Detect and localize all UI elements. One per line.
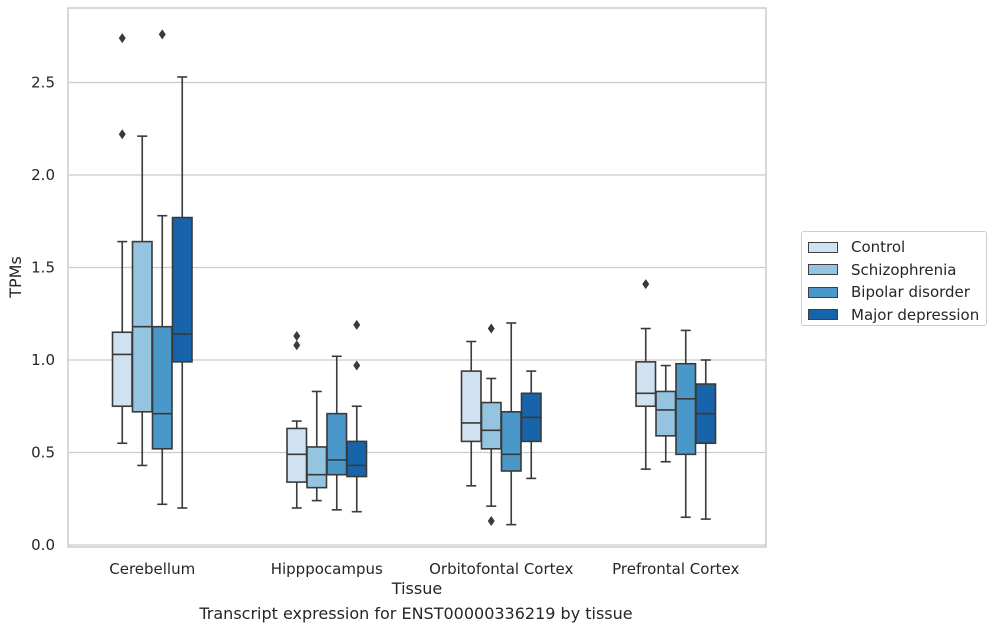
x-tick-label: Orbitofontal Cortex: [429, 560, 573, 578]
y-tick-label: 0.0: [31, 536, 55, 554]
box-iqr: [635, 361, 657, 408]
box-major-depression: [171, 76, 193, 509]
box-schizophrenia: [480, 323, 502, 526]
outlier-point: [487, 515, 495, 526]
y-tick-label: 2.5: [31, 74, 55, 92]
box-bipolar-disorder: [151, 29, 173, 506]
box-schizophrenia: [306, 390, 328, 502]
box-schizophrenia: [655, 364, 677, 463]
box-iqr: [655, 390, 677, 437]
y-tick-label: 1.5: [31, 259, 55, 277]
box-bipolar-disorder: [500, 322, 522, 526]
outlier-point: [353, 319, 361, 330]
outlier-point: [118, 129, 126, 140]
y-axis-title: TPMs: [6, 256, 25, 299]
box-iqr: [306, 446, 328, 489]
legend-label-major-depression: Major depression: [851, 305, 980, 324]
legend-label-bipolar-disorder: Bipolar disorder: [851, 283, 970, 302]
x-axis-ticks: Cerebellum Hipppocampus Orbitofontal Corte…: [109, 560, 739, 578]
box-major-depression: [346, 319, 368, 513]
outlier-point: [642, 279, 650, 290]
outlier-point: [118, 33, 126, 44]
outlier-point: [293, 330, 301, 341]
figure-caption: Transcript expression for ENST0000033621…: [199, 604, 633, 623]
legend-swatch-major-depression: [808, 309, 838, 321]
box-iqr: [326, 412, 348, 476]
box-control: [111, 33, 133, 445]
y-tick-label: 0.5: [31, 444, 55, 462]
legend-item-major-depression: Major depression: [808, 304, 986, 327]
box-major-depression: [520, 370, 542, 480]
box-major-depression: [695, 359, 717, 520]
legend-swatch-bipolar-disorder: [808, 286, 838, 298]
y-tick-label: 1.0: [31, 351, 55, 369]
plot-frame: [67, 7, 767, 548]
x-tick-label: Prefrontal Cortex: [612, 560, 739, 578]
box-iqr: [500, 410, 522, 472]
x-tick-label: Cerebellum: [109, 560, 195, 578]
legend-item-schizophrenia: Schizophrenia: [808, 259, 986, 282]
box-schizophrenia: [131, 135, 153, 467]
legend-swatch-schizophrenia: [808, 264, 838, 276]
box-iqr: [346, 440, 368, 478]
legend-label-control: Control: [851, 238, 906, 257]
x-tick-label: Hipppocampus: [271, 560, 383, 578]
y-axis-ticks: 0.0 0.5 1.0 1.5 2.0 2.5: [31, 74, 55, 555]
outlier-point: [158, 29, 166, 40]
box-control: [460, 340, 482, 487]
legend: Control Schizophrenia Bipolar disorder M…: [801, 231, 987, 326]
box-iqr: [480, 401, 502, 450]
box-bipolar-disorder: [326, 355, 348, 511]
box-iqr: [151, 325, 173, 450]
legend-swatch-control: [808, 241, 838, 253]
box-iqr: [111, 331, 133, 408]
box-iqr: [675, 362, 697, 456]
box-control: [286, 330, 308, 509]
box-iqr: [171, 216, 193, 363]
outlier-point: [487, 323, 495, 334]
legend-item-control: Control: [808, 236, 986, 259]
x-axis-title: Tissue: [391, 579, 442, 598]
box-iqr: [286, 427, 308, 483]
box-iqr: [460, 370, 482, 443]
box-control: [635, 279, 657, 470]
box-bipolar-disorder: [675, 329, 697, 519]
outlier-point: [293, 340, 301, 351]
outlier-point: [353, 360, 361, 371]
legend-label-schizophrenia: Schizophrenia: [851, 260, 957, 279]
box-plot-marks: [111, 29, 717, 526]
legend-item-bipolar-disorder: Bipolar disorder: [808, 281, 986, 304]
y-tick-label: 2.0: [31, 166, 55, 184]
